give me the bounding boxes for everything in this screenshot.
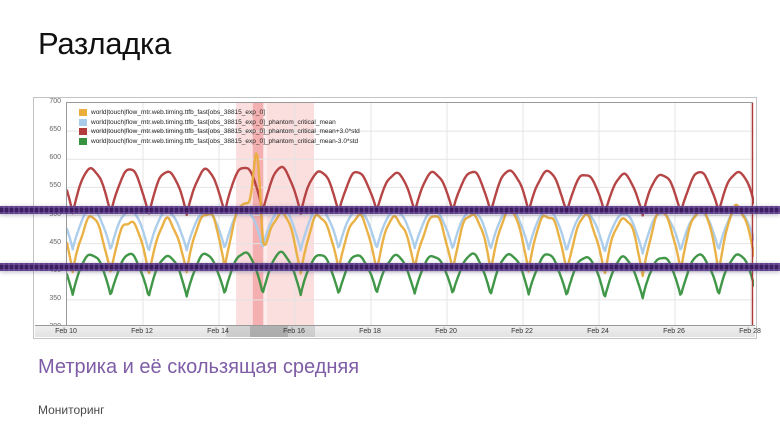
legend-label: world|touch|flow_mtr.web.timing.ttfb_fas… [91,118,336,126]
x-axis-tick-label: Feb 16 [283,328,305,335]
timeseries-plot [67,103,754,328]
x-axis-tick-label: Feb 20 [435,328,457,335]
slide-title: Разладка [38,26,171,61]
legend-item-metric[interactable]: world|touch|flow_mtr.web.timing.ttfb_fas… [79,108,360,118]
time-axis-scrollbar[interactable]: Feb 10 Feb 12 Feb 14 Feb 16 Feb 18 Feb 20 Feb … [35,325,761,337]
y-axis-tick-label: 650 [49,126,61,134]
legend-swatch-upper-bound [79,128,87,136]
x-axis-tick-label: Feb 28 [739,328,761,335]
y-axis-tick-label: 600 [49,154,61,162]
x-axis-tick-label: Feb 26 [663,328,685,335]
y-axis-tick-label: 550 [49,182,61,190]
slide-subtitle: Метрика и её скользящая средняя [38,356,360,378]
x-axis-tick-label: Feb 12 [131,328,153,335]
series-line-0 [67,152,754,278]
legend-item-upper-bound[interactable]: world|touch|flow_mtr.web.timing.ttfb_fas… [79,127,360,137]
legend-swatch-critical-mean [79,118,87,126]
plot-area[interactable]: world|touch|flow_mtr.web.timing.ttfb_fas… [66,102,754,328]
legend-swatch-lower-bound [79,137,87,145]
threshold-band-lower [0,263,780,271]
slide-footer: Мониторинг [38,403,105,417]
y-axis-tick-label: 350 [49,294,61,302]
x-axis-tick-label: Feb 24 [587,328,609,335]
legend-label: world|touch|flow_mtr.web.timing.ttfb_fas… [91,128,360,136]
x-axis-tick-label: Feb 22 [511,328,533,335]
y-axis-tick-label: 700 [49,98,61,105]
series-line-3 [67,250,754,300]
scrollbar-anomaly-core[interactable] [250,326,289,337]
chart-widget: 700650600550500450400350300 world|touch|… [33,97,761,340]
series-line-2 [67,165,754,217]
y-axis-tick-label: 500 [49,210,61,218]
threshold-band-upper [0,206,780,214]
legend-swatch-metric [79,109,87,117]
legend-label: world|touch|flow_mtr.web.timing.ttfb_fas… [91,109,265,117]
x-axis-tick-label: Feb 14 [207,328,229,335]
y-axis-tick-label: 450 [49,238,61,246]
legend-item-lower-bound[interactable]: world|touch|flow_mtr.web.timing.ttfb_fas… [79,137,360,147]
legend-label: world|touch|flow_mtr.web.timing.ttfb_fas… [91,137,359,145]
x-axis-tick-label: Feb 10 [55,328,77,335]
chart-legend: world|touch|flow_mtr.web.timing.ttfb_fas… [79,108,360,146]
series-line-1 [67,206,754,255]
y-axis: 700650600550500450400350300 [34,98,64,340]
scrollbar-anomaly-segment[interactable] [225,326,315,337]
x-axis-tick-label: Feb 18 [359,328,381,335]
legend-item-critical-mean[interactable]: world|touch|flow_mtr.web.timing.ttfb_fas… [79,118,360,128]
